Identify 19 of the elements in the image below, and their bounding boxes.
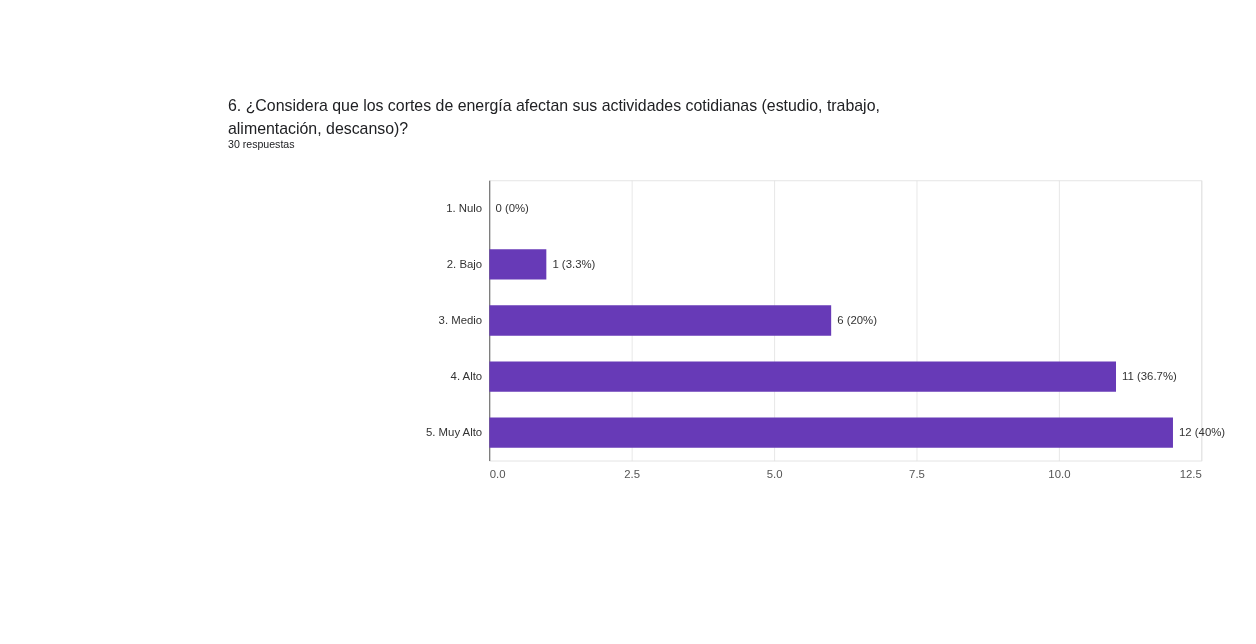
y-tick-label: 5. Muy Alto bbox=[425, 426, 483, 439]
text: 6. ¿Considera que los cortes de energía afectan sus actividades cotidianas (estudio, trabajo, bbox=[228, 97, 880, 115]
y-tick-label: 2. Bajo bbox=[446, 258, 483, 271]
data-label: 6 (20%) bbox=[837, 314, 878, 327]
data-label: 12 (40%) bbox=[1179, 426, 1226, 439]
data-label: 1 (3.3%) bbox=[552, 258, 596, 271]
x-tick-label: 7.5 bbox=[909, 467, 925, 480]
text: 30 respuestas bbox=[228, 137, 295, 150]
y-tick-label: 3. Medio bbox=[438, 314, 483, 327]
x-tick-label: 0.0 bbox=[489, 467, 506, 480]
y-tick-label: 4. Alto bbox=[450, 370, 483, 383]
x-tick-label: 2.5 bbox=[624, 467, 641, 480]
x-tick-label: 10.0 bbox=[1048, 467, 1071, 480]
data-label: 0 (0%) bbox=[495, 202, 530, 215]
text: alimentación, descanso)? bbox=[228, 120, 409, 138]
y-tick-label: 1. Nulo bbox=[446, 202, 483, 215]
x-tick-label: 12.5 bbox=[1179, 467, 1202, 480]
data-label: 11 (36.7%) bbox=[1122, 370, 1178, 383]
x-tick-label: 5.0 bbox=[766, 467, 783, 480]
